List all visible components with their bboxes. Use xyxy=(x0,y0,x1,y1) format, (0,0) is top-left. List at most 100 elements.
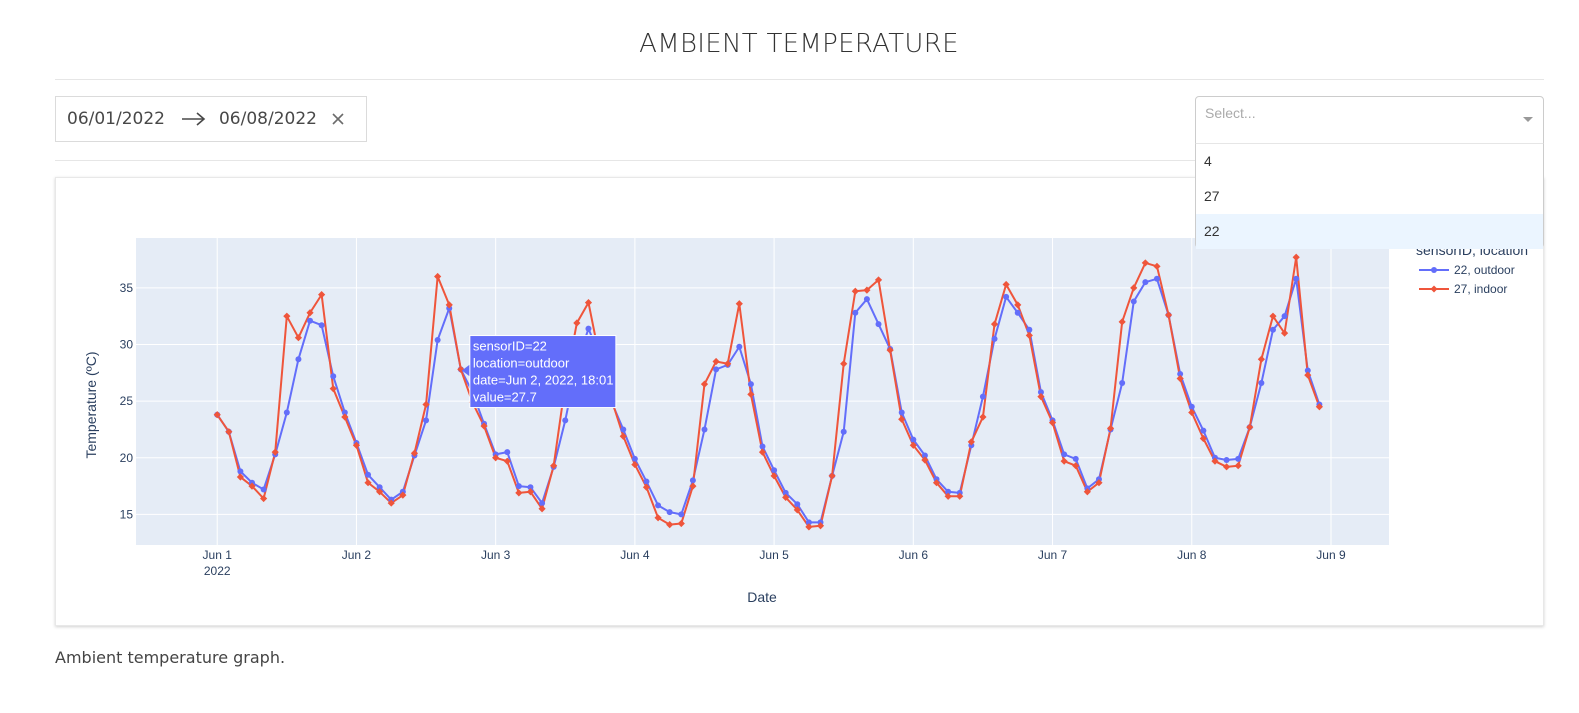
data-point[interactable] xyxy=(236,473,245,481)
data-point[interactable] xyxy=(237,468,244,475)
data-point[interactable] xyxy=(990,320,999,328)
data-point[interactable] xyxy=(1269,312,1277,320)
data-point[interactable] xyxy=(584,298,593,307)
data-point[interactable] xyxy=(689,477,696,484)
data-point[interactable] xyxy=(1003,293,1010,300)
data-point[interactable] xyxy=(1281,313,1288,320)
data-point[interactable] xyxy=(1014,301,1022,309)
data-point[interactable] xyxy=(875,321,882,328)
date-range-picker[interactable]: 06/01/2022 06/08/2022 xyxy=(55,96,367,142)
data-point[interactable] xyxy=(1037,392,1045,401)
data-point[interactable] xyxy=(898,409,905,416)
data-point[interactable] xyxy=(1141,259,1149,267)
data-point[interactable] xyxy=(1119,380,1126,387)
data-point[interactable] xyxy=(1293,275,1300,282)
data-point[interactable] xyxy=(1211,457,1219,465)
data-point[interactable] xyxy=(1257,355,1265,363)
data-point[interactable] xyxy=(1130,284,1138,292)
data-point[interactable] xyxy=(307,317,314,324)
data-point[interactable] xyxy=(910,436,917,443)
data-point[interactable] xyxy=(1269,326,1276,333)
legend-item-outdoor[interactable]: 22, outdoor xyxy=(1419,263,1515,277)
data-point[interactable] xyxy=(1188,403,1195,410)
data-point[interactable] xyxy=(1025,331,1033,340)
data-point[interactable] xyxy=(260,494,268,503)
data-point[interactable] xyxy=(457,365,465,374)
data-point[interactable] xyxy=(794,501,801,508)
data-point[interactable] xyxy=(422,400,430,409)
data-point[interactable] xyxy=(967,438,975,446)
data-point[interactable] xyxy=(655,502,662,509)
data-point[interactable] xyxy=(387,499,395,507)
data-point[interactable] xyxy=(620,426,627,433)
select-option[interactable]: 27 xyxy=(1204,188,1220,204)
clear-dates-icon[interactable] xyxy=(331,112,345,126)
data-point[interactable] xyxy=(526,488,535,496)
data-point[interactable] xyxy=(736,343,743,350)
data-point[interactable] xyxy=(376,484,383,491)
data-point[interactable] xyxy=(643,478,650,485)
data-point[interactable] xyxy=(771,467,778,474)
data-point[interactable] xyxy=(805,523,813,531)
data-point[interactable] xyxy=(956,492,964,500)
data-point[interactable] xyxy=(631,460,639,469)
data-point[interactable] xyxy=(932,479,941,487)
data-point[interactable] xyxy=(782,489,789,496)
data-point[interactable] xyxy=(678,511,685,518)
data-point[interactable] xyxy=(828,472,836,480)
legend-item-indoor[interactable]: 27, indoor xyxy=(1419,282,1507,296)
start-date-input[interactable]: 06/01/2022 xyxy=(67,109,165,129)
data-point[interactable] xyxy=(318,322,325,329)
data-point[interactable] xyxy=(1200,427,1207,434)
data-point[interactable] xyxy=(945,488,952,495)
legend[interactable]: sensorID, location 22, outdoor 27, indoo… xyxy=(1416,242,1528,296)
data-point[interactable] xyxy=(1304,371,1312,379)
data-point[interactable] xyxy=(700,380,709,388)
data-point[interactable] xyxy=(874,276,883,284)
data-point[interactable] xyxy=(1223,457,1230,464)
data-point[interactable] xyxy=(1246,423,1254,431)
data-point[interactable] xyxy=(283,409,290,416)
data-point[interactable] xyxy=(863,296,870,303)
data-point[interactable] xyxy=(1222,463,1231,471)
data-point[interactable] xyxy=(1060,457,1068,465)
data-point[interactable] xyxy=(410,449,419,457)
data-point[interactable] xyxy=(759,443,766,450)
data-point[interactable] xyxy=(1014,309,1021,316)
data-point[interactable] xyxy=(758,448,767,456)
sensor-select[interactable]: Select... xyxy=(1195,96,1544,144)
data-point[interactable] xyxy=(793,506,801,514)
data-point[interactable] xyxy=(642,483,651,491)
data-point[interactable] xyxy=(434,336,441,343)
data-point[interactable] xyxy=(886,346,894,354)
data-point[interactable] xyxy=(515,489,523,497)
data-point[interactable] xyxy=(341,409,348,416)
data-point[interactable] xyxy=(1235,455,1242,462)
data-point[interactable] xyxy=(944,492,952,500)
data-point[interactable] xyxy=(423,417,430,424)
data-point[interactable] xyxy=(503,457,511,465)
data-point[interactable] xyxy=(1142,279,1149,286)
data-point[interactable] xyxy=(330,373,337,380)
data-point[interactable] xyxy=(1304,367,1311,374)
data-point[interactable] xyxy=(1188,408,1196,417)
data-point[interactable] xyxy=(852,309,859,316)
data-point[interactable] xyxy=(539,500,546,507)
data-point[interactable] xyxy=(306,309,314,317)
select-option[interactable]: 4 xyxy=(1204,153,1212,169)
data-point[interactable] xyxy=(1048,419,1057,427)
data-point[interactable] xyxy=(585,325,592,332)
data-point[interactable] xyxy=(1315,403,1323,411)
data-point[interactable] xyxy=(1083,488,1091,496)
data-point[interactable] xyxy=(666,521,674,529)
data-point[interactable] xyxy=(816,522,825,530)
data-point[interactable] xyxy=(1037,389,1044,396)
data-point[interactable] xyxy=(365,471,372,478)
data-point[interactable] xyxy=(329,385,337,393)
data-point[interactable] xyxy=(666,509,673,516)
data-point[interactable] xyxy=(550,462,558,470)
end-date-input[interactable]: 06/08/2022 xyxy=(218,109,317,129)
data-point[interactable] xyxy=(492,454,500,462)
data-point[interactable] xyxy=(434,272,442,281)
